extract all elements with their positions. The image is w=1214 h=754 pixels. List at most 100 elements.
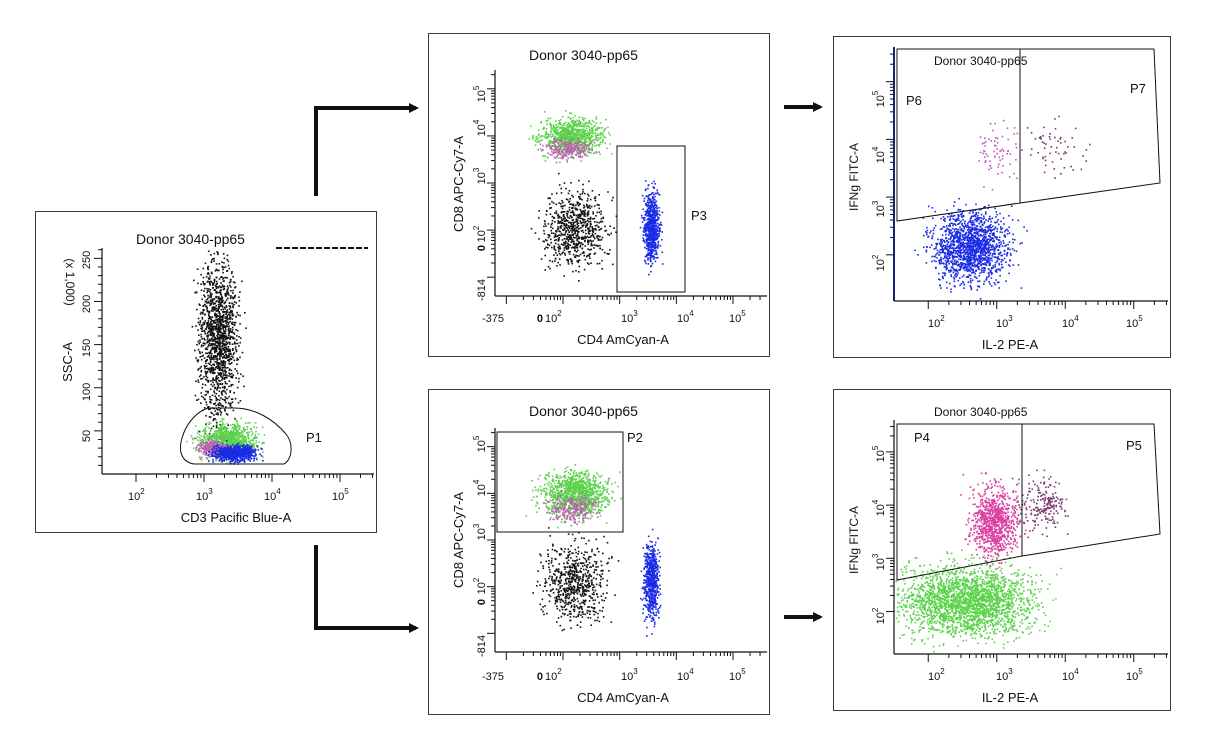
scatter-point <box>558 252 561 255</box>
scatter-point <box>591 139 594 142</box>
scatter-point <box>554 221 556 223</box>
scatter-point <box>222 444 224 446</box>
scatter-point <box>217 303 220 306</box>
scatter-point <box>606 147 608 150</box>
scatter-point <box>218 455 220 458</box>
scatter-point <box>207 340 209 342</box>
scatter-point <box>570 141 572 143</box>
scatter-point <box>256 446 259 449</box>
scatter-point <box>583 219 586 221</box>
scatter-point <box>247 434 250 436</box>
scatter-point <box>601 127 603 129</box>
scatter-point <box>564 204 566 207</box>
scatter-point <box>594 145 596 147</box>
scatter-point <box>205 441 207 444</box>
scatter-point <box>225 406 227 408</box>
scatter-point <box>601 133 604 135</box>
scatter-point <box>557 136 560 138</box>
scatter-point <box>543 126 545 129</box>
scatter-point <box>205 275 208 278</box>
scatter-point <box>551 260 554 263</box>
scatter-point <box>209 277 211 280</box>
scatter-point <box>229 448 231 451</box>
scatter-point <box>220 460 223 463</box>
scatter-point <box>228 360 230 363</box>
scatter-point <box>588 128 591 130</box>
scatter-point <box>218 437 221 439</box>
scatter-point <box>210 440 212 443</box>
scatter-point <box>222 271 224 274</box>
scatter-point <box>211 353 213 355</box>
scatter-point <box>202 323 205 326</box>
scatter-point <box>560 222 563 225</box>
scatter-point <box>224 371 227 374</box>
scatter-point <box>217 377 220 379</box>
scatter-point <box>560 148 563 151</box>
scatter-point <box>228 356 231 358</box>
scatter-point <box>604 127 607 130</box>
scatter-point <box>203 357 206 359</box>
scatter-point <box>583 119 585 122</box>
scatter-point <box>537 129 540 131</box>
scatter-point <box>572 135 574 137</box>
scatter-point <box>576 190 579 193</box>
scatter-point <box>551 135 554 137</box>
scatter-point <box>572 146 574 148</box>
scatter-point <box>222 418 225 420</box>
scatter-point <box>261 442 263 445</box>
scatter-point <box>228 311 231 314</box>
scatter-point <box>215 445 217 447</box>
scatter-point <box>222 453 225 456</box>
scatter-point <box>550 124 552 126</box>
scatter-point <box>223 387 226 390</box>
scatter-point <box>230 295 232 297</box>
scatter-point <box>559 137 562 140</box>
scatter-point <box>212 258 214 260</box>
scatter-point <box>552 141 554 143</box>
scatter-point <box>203 451 206 454</box>
scatter-point <box>565 245 568 248</box>
scatter-point <box>240 429 243 432</box>
scatter-point <box>219 366 221 368</box>
scatter-point <box>550 148 553 151</box>
scatter-point <box>242 375 244 377</box>
scatter-point <box>230 286 232 288</box>
scatter-point <box>207 272 209 274</box>
scatter-point <box>204 295 206 298</box>
scatter-point <box>563 223 565 226</box>
scatter-point <box>241 439 243 442</box>
scatter-point <box>579 152 581 155</box>
scatter-point <box>202 276 205 279</box>
scatter-point <box>237 424 239 426</box>
scatter-point <box>209 351 212 354</box>
scatter-point <box>212 385 214 387</box>
scatter-point <box>590 141 593 144</box>
scatter-point <box>224 373 227 376</box>
scatter-point <box>206 355 209 358</box>
scatter-point <box>219 348 222 351</box>
scatter-point <box>227 456 229 458</box>
scatter-point <box>201 447 204 449</box>
scatter-point <box>554 148 556 151</box>
scatter-point <box>193 279 195 282</box>
scatter-point <box>572 138 574 141</box>
scatter-point <box>570 130 573 133</box>
scatter-point <box>206 323 208 326</box>
scatter-point <box>231 343 234 345</box>
scatter-point <box>210 402 212 404</box>
scatter-point <box>217 308 220 311</box>
scatter-point <box>220 375 222 378</box>
scatter-point <box>570 150 573 153</box>
scatter-point <box>205 444 208 447</box>
scatter-point <box>563 247 565 249</box>
scatter-point <box>216 280 218 283</box>
scatter-point <box>579 135 582 138</box>
scatter-point <box>213 403 215 405</box>
scatter-point <box>227 449 229 451</box>
scatter-point <box>221 377 224 379</box>
scatter-point <box>554 128 556 131</box>
scatter-point <box>578 280 580 282</box>
scatter-point <box>213 282 215 284</box>
scatter-point <box>235 339 238 341</box>
scatter-point <box>592 211 594 213</box>
